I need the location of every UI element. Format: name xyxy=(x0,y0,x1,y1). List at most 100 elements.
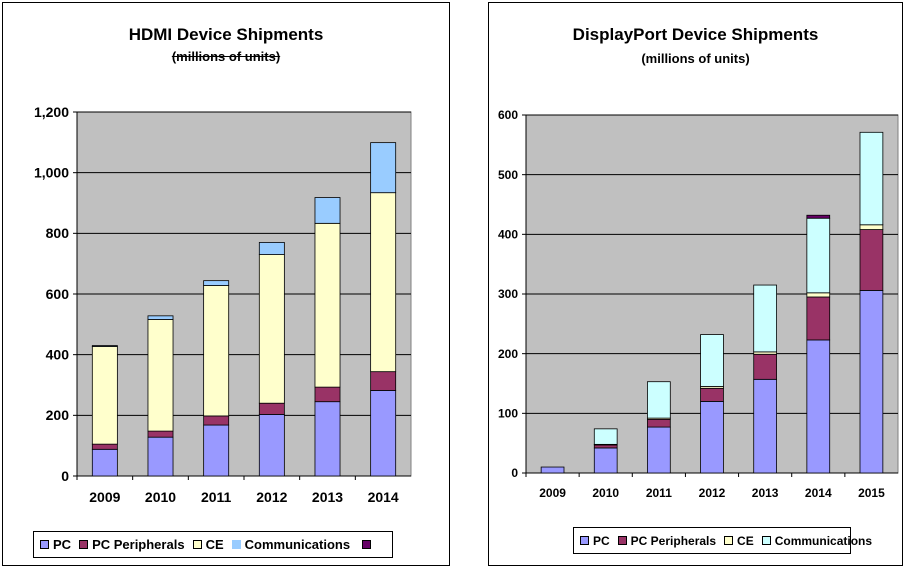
hdmi-x-tick-label: 2010 xyxy=(145,489,176,505)
dp-y-tick-label: 400 xyxy=(498,228,518,242)
dp-y-tick-label: 500 xyxy=(498,168,518,182)
hdmi-bar-2012-series-2 xyxy=(258,254,285,404)
hdmi-x-tick-label: 2012 xyxy=(256,489,287,505)
legend-item-communications: Communications xyxy=(231,537,351,552)
hdmi-y-tick-label: 1,200 xyxy=(34,104,69,120)
displayport-chart-subtitle: (millions of units) xyxy=(641,51,750,66)
dp-x-tick-label: 2012 xyxy=(699,486,726,500)
hdmi-bar-2014-series-1 xyxy=(370,371,397,391)
legend-swatch-pc-peripherals xyxy=(617,536,627,545)
dp-x-tick-label: 2009 xyxy=(539,486,566,500)
hdmi-y-tick-label: 200 xyxy=(46,407,70,423)
hdmi-bar-chart: 0 200 400 600 800 1,000 1,200 2009 2010 2011 2012 2… xyxy=(34,104,412,505)
dp-bar-2010-series-0 xyxy=(593,447,618,474)
legend-label-ce: CE xyxy=(737,533,754,548)
dp-bar-2010-series-1 xyxy=(593,444,618,449)
dp-bar-2013-series-0 xyxy=(753,378,777,474)
hdmi-bar-2012-series-3 xyxy=(258,242,285,255)
hdmi-legend: PC PC Peripherals CE Communications xyxy=(33,531,393,558)
legend-item-ce: CE xyxy=(192,537,224,552)
legend-item-pc: PC xyxy=(40,537,71,552)
hdmi-bar-2009-series-0 xyxy=(91,448,118,477)
hdmi-bar-2010-series-0 xyxy=(147,436,174,477)
hdmi-chart-subtitle: (millions of units) xyxy=(171,49,281,64)
hdmi-bar-2014-series-2 xyxy=(370,192,397,373)
legend-label-pc: PC xyxy=(53,537,72,552)
dp-x-tick-label: 2015 xyxy=(858,486,885,500)
dp-bar-2012-series-3 xyxy=(700,334,724,387)
hdmi-x-tick-label: 2014 xyxy=(368,489,399,505)
legend-label-pc-peripherals: PC Peripherals xyxy=(92,537,185,552)
dp-y-tick-label: 200 xyxy=(498,347,518,361)
hdmi-bar-2012-series-1 xyxy=(258,402,285,415)
displayport-bar-chart: 0 100 200 300 400 500 600 2009 2010 2011 2012 2013 2… xyxy=(498,108,899,500)
dp-bar-2015-series-2 xyxy=(859,224,884,230)
hdmi-y-tick-label: 400 xyxy=(46,347,70,363)
dp-bar-2014-series-4 xyxy=(806,214,831,219)
dp-bar-2013-series-1 xyxy=(753,353,777,380)
legend-item-pc-peripherals: PC Peripherals xyxy=(79,537,185,552)
hdmi-bar-2013-series-0 xyxy=(314,401,341,477)
legend-item-extra xyxy=(358,540,375,549)
hdmi-chart-panel: HDMI Device Shipments (millions of units… xyxy=(2,2,450,566)
dp-x-tick-label: 2010 xyxy=(592,486,619,500)
hdmi-y-tick-label: 1,000 xyxy=(34,165,69,181)
hdmi-bar-2010-series-1 xyxy=(147,430,174,438)
legend-item-ce: CE xyxy=(724,534,754,548)
legend-swatch-communications xyxy=(231,540,241,549)
hdmi-y-tick-label: 600 xyxy=(46,286,70,302)
hdmi-bar-2011-series-2 xyxy=(203,285,230,417)
dp-bar-2010-series-3 xyxy=(593,428,618,445)
hdmi-bar-2014-series-0 xyxy=(370,390,397,477)
dp-bar-2015-series-0 xyxy=(859,290,884,474)
dp-y-tick-label: 300 xyxy=(498,287,518,301)
hdmi-y-tick-label: 800 xyxy=(46,225,70,241)
legend-label-pc: PC xyxy=(593,533,610,548)
dp-bar-2015-series-1 xyxy=(859,229,884,291)
legend-swatch-pc xyxy=(40,540,49,549)
dp-bar-2013-series-3 xyxy=(753,284,777,353)
displayport-legend: PC PC Peripherals CE Communications xyxy=(573,527,872,554)
hdmi-bar-2012-series-0 xyxy=(258,414,285,477)
legend-swatch-pc-peripherals xyxy=(79,540,89,549)
legend-swatch-extra xyxy=(362,540,372,549)
hdmi-x-tick-label: 2013 xyxy=(312,489,343,505)
legend-item-communications: Communications xyxy=(761,533,873,548)
hdmi-x-tick-label: 2011 xyxy=(201,489,232,505)
hdmi-chart-title: HDMI Device Shipments xyxy=(128,25,324,44)
hdmi-bar-2010-series-3 xyxy=(147,315,174,320)
hdmi-bar-2011-series-0 xyxy=(203,424,230,477)
hdmi-bar-2013-series-3 xyxy=(314,197,341,224)
dp-bar-2011-series-3 xyxy=(647,381,671,419)
dp-bar-2012-series-0 xyxy=(700,400,724,474)
dp-bar-2012-series-1 xyxy=(700,387,724,402)
dp-bar-2009-series-0 xyxy=(540,466,565,474)
dp-bar-2011-series-1 xyxy=(647,418,671,428)
legend-swatch-communications xyxy=(761,536,771,545)
legend-swatch-pc xyxy=(580,536,589,545)
dp-x-tick-label: 2011 xyxy=(646,486,672,500)
hdmi-bar-2009-series-1 xyxy=(91,443,118,450)
legend-label-communications: Communications xyxy=(244,537,351,552)
dp-y-tick-label: 600 xyxy=(498,108,518,122)
legend-swatch-ce xyxy=(192,540,202,549)
hdmi-bar-2009-series-2 xyxy=(91,346,118,445)
legend-label-communications: Communications xyxy=(774,533,873,548)
hdmi-bar-2013-series-1 xyxy=(314,386,341,403)
displayport-chart-panel: DisplayPort Device Shipments (millions o… xyxy=(488,2,903,566)
hdmi-bar-2014-series-3 xyxy=(370,142,397,194)
dp-x-tick-label: 2014 xyxy=(805,486,832,500)
hdmi-y-tick-label: 0 xyxy=(61,468,69,484)
dp-bar-2014-series-3 xyxy=(806,217,831,294)
displayport-chart-title: DisplayPort Device Shipments xyxy=(572,25,819,44)
dp-bar-2014-series-1 xyxy=(806,296,831,341)
hdmi-bar-2011-series-1 xyxy=(203,415,230,426)
dp-bar-2015-series-3 xyxy=(859,131,884,226)
legend-swatch-ce xyxy=(724,536,734,545)
legend-label-pc-peripherals: PC Peripherals xyxy=(630,533,717,548)
hdmi-bar-2009-series-3 xyxy=(91,345,118,347)
dp-y-tick-label: 100 xyxy=(498,407,518,421)
hdmi-bar-2013-series-2 xyxy=(314,222,341,388)
dp-y-tick-label: 0 xyxy=(511,466,518,480)
legend-item-pc-peripherals: PC Peripherals xyxy=(617,533,717,548)
